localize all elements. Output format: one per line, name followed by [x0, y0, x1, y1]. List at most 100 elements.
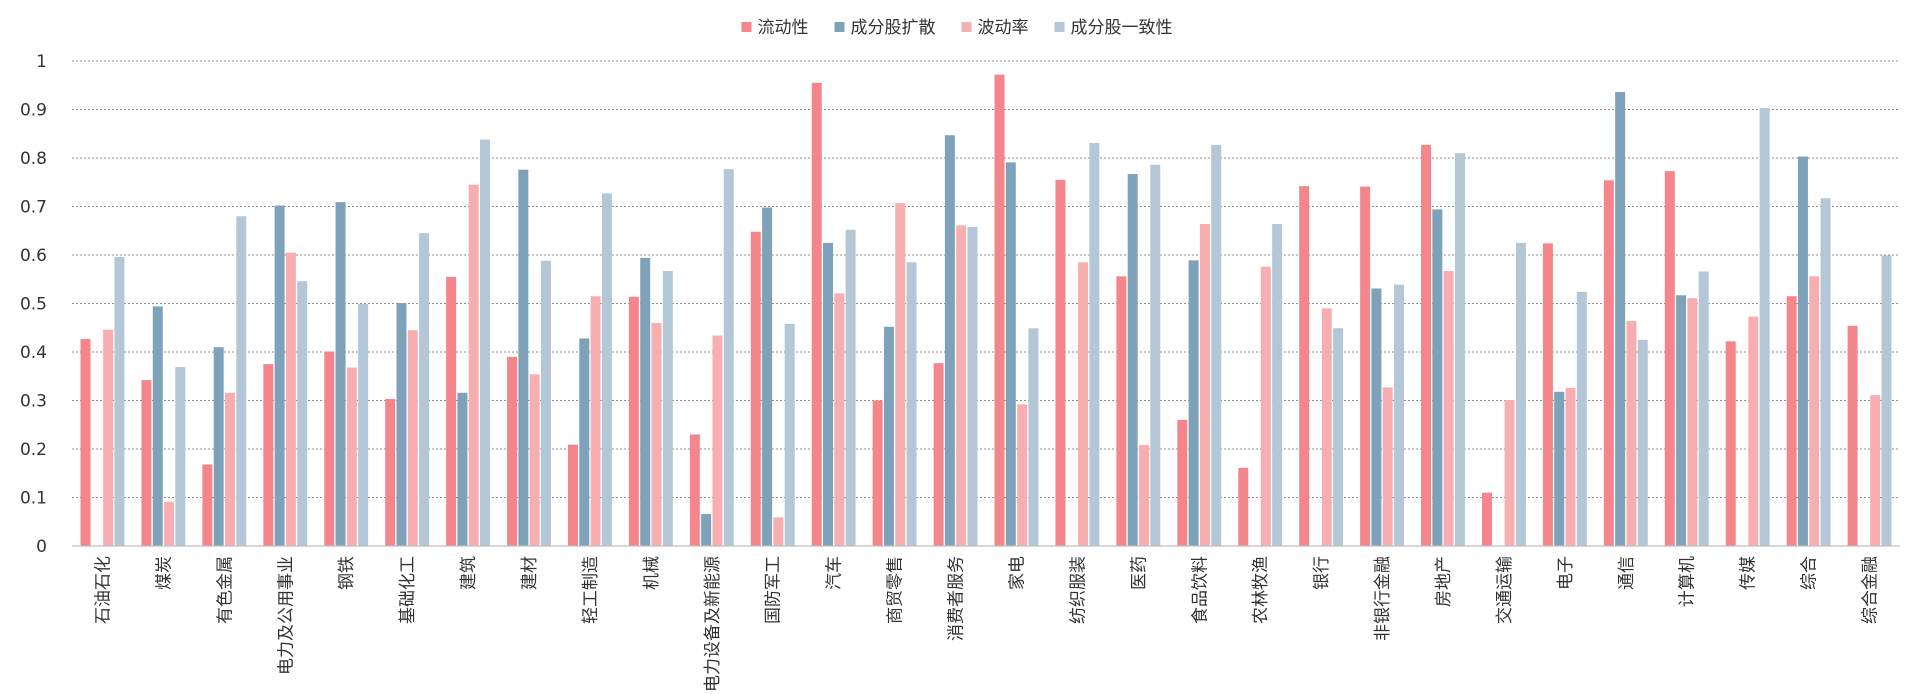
bar — [1870, 395, 1881, 546]
x-tick-label: 综合 — [1800, 556, 1820, 590]
bar — [689, 434, 700, 546]
bar — [967, 226, 978, 546]
x-tick-label: 综合金融 — [1861, 556, 1881, 624]
y-tick-label: 0.6 — [20, 246, 47, 266]
bar — [358, 303, 369, 546]
bar — [1005, 162, 1016, 547]
bar — [1238, 467, 1249, 546]
bar — [723, 169, 734, 546]
legend-label: 波动率 — [978, 18, 1029, 38]
bar — [933, 363, 944, 546]
x-tick-label: 计算机 — [1678, 556, 1698, 607]
y-tick-label: 0.5 — [20, 295, 47, 315]
bar — [579, 338, 590, 546]
bar — [1127, 174, 1138, 546]
x-tick-label: 交通运输 — [1495, 556, 1515, 624]
bar — [518, 169, 529, 546]
bar — [944, 135, 955, 546]
bar — [1055, 179, 1066, 546]
bar — [1138, 445, 1149, 546]
y-tick-label: 0.4 — [20, 343, 47, 363]
bar — [529, 374, 540, 546]
bar — [1725, 341, 1736, 546]
bar — [750, 231, 761, 546]
bar — [1554, 391, 1565, 546]
bar — [1017, 404, 1028, 546]
legend-label: 流动性 — [758, 18, 809, 38]
bar — [1504, 400, 1515, 546]
bar — [419, 233, 430, 547]
bar — [872, 400, 883, 546]
legend-label: 成分股扩散 — [851, 18, 936, 38]
bar — [285, 252, 296, 546]
legend-label: 成分股一致性 — [1071, 18, 1173, 38]
bar — [1797, 156, 1808, 547]
bar — [1177, 419, 1188, 546]
bar — [507, 356, 518, 546]
x-tick-label: 传媒 — [1739, 556, 1759, 590]
bar — [956, 225, 967, 547]
y-axis: 0 0.1 0.2 0.3 0.4 0.5 0.6 0.7 0.8 0.9 1 — [20, 52, 47, 557]
bar — [1576, 291, 1587, 546]
y-tick-label: 0.7 — [20, 198, 47, 218]
bar — [1687, 298, 1698, 546]
bar — [834, 293, 845, 546]
bar — [175, 367, 186, 546]
bar — [1820, 198, 1831, 546]
x-tick-label: 有色金属 — [215, 556, 235, 624]
bar — [823, 242, 834, 546]
bar — [601, 193, 612, 546]
bar — [784, 323, 795, 546]
bar — [1394, 284, 1405, 546]
bar — [1542, 243, 1553, 547]
x-tick-label: 国防军工 — [764, 556, 784, 624]
bar — [1371, 288, 1382, 546]
bar — [407, 330, 418, 546]
bar — [1515, 242, 1526, 546]
bar — [1260, 266, 1271, 546]
bar — [1565, 387, 1576, 546]
x-tick-label: 煤炭 — [154, 556, 174, 590]
bar — [895, 203, 906, 547]
bar — [457, 392, 468, 546]
bar — [224, 392, 235, 546]
x-tick-label: 建筑 — [459, 556, 479, 590]
bar — [1188, 260, 1199, 546]
bar — [567, 444, 578, 546]
x-tick-label: 消费者服务 — [947, 556, 967, 641]
x-tick-label: 房地产 — [1434, 556, 1454, 607]
bar — [1199, 223, 1210, 546]
y-tick-label: 0 — [36, 537, 47, 557]
x-tick-label: 机械 — [642, 556, 662, 590]
bar — [164, 501, 175, 546]
bar — [845, 229, 856, 546]
bar — [141, 380, 152, 546]
bar — [1847, 325, 1858, 546]
bar — [1089, 142, 1100, 546]
x-tick-label: 轻工制造 — [581, 556, 601, 624]
bar — [468, 184, 479, 547]
bar — [1698, 271, 1709, 546]
y-tick-label: 0.9 — [20, 101, 47, 121]
legend-swatch — [1054, 22, 1065, 32]
x-tick-label: 建材 — [520, 556, 540, 590]
bar — [1481, 492, 1492, 546]
bar — [202, 464, 213, 546]
x-tick-label: 电力设备及新能源 — [703, 556, 723, 690]
bar — [1626, 320, 1637, 546]
bar — [335, 202, 346, 546]
x-axis: 石油石化 煤炭 有色金属 电力及公用事业 钢铁 基础化工 建筑 建材 轻工制造 机械 电力设备及新能… — [93, 556, 1881, 692]
bar — [480, 139, 491, 546]
x-tick-label: 纺织服装 — [1068, 556, 1088, 624]
bar — [1028, 328, 1039, 546]
bar — [1211, 144, 1222, 546]
bar — [1637, 339, 1648, 546]
bar — [263, 364, 274, 546]
bar — [1432, 209, 1443, 546]
bar — [1382, 387, 1393, 546]
legend: 流动性 成分股扩散 波动率 成分股一致性 — [741, 18, 1173, 38]
x-tick-label: 基础化工 — [398, 556, 418, 624]
bar — [1116, 276, 1127, 546]
x-tick-label: 银行 — [1312, 556, 1332, 590]
